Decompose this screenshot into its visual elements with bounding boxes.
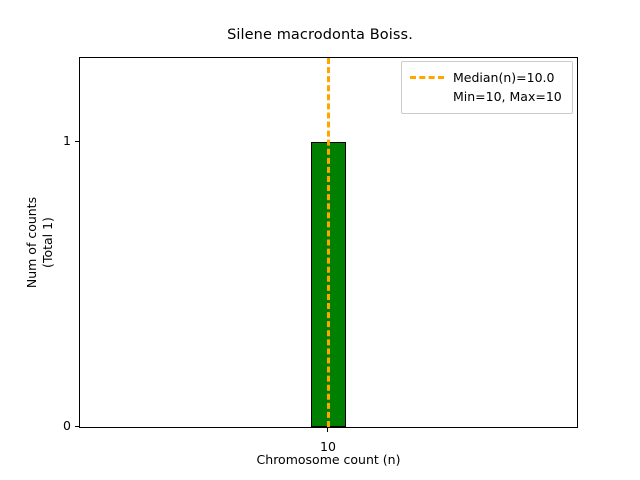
ytick-label-1: 1 <box>63 133 71 148</box>
legend-label-median: Median(n)=10.0 <box>453 70 555 85</box>
y-axis-label-line2: (Total 1) <box>40 217 55 268</box>
ytick-label-0: 0 <box>63 418 71 433</box>
legend-spacer-icon <box>410 95 444 98</box>
dashed-line-icon <box>410 76 444 79</box>
ytick-1: 1 <box>63 133 80 148</box>
xtick-label-10: 10 <box>320 439 336 454</box>
plot-area: 0 1 10 Median(n)=10.0 Min=10, Max=10 <box>63 57 578 454</box>
chart-title: Silene macrodonta Boiss. <box>227 27 413 43</box>
x-axis-label: Chromosome count (n) <box>256 452 401 467</box>
xtick-10: 10 <box>320 427 336 454</box>
y-axis-label: Num of counts (Total 1) <box>24 57 68 428</box>
ytick-0: 0 <box>63 418 80 433</box>
y-axis-label-line1: Num of counts <box>24 196 39 289</box>
legend-item-minmax: Min=10, Max=10 <box>410 87 564 106</box>
legend: Median(n)=10.0 Min=10, Max=10 <box>401 61 573 114</box>
median-line <box>327 58 330 427</box>
legend-label-minmax: Min=10, Max=10 <box>453 89 562 104</box>
legend-item-median: Median(n)=10.0 <box>410 68 564 87</box>
